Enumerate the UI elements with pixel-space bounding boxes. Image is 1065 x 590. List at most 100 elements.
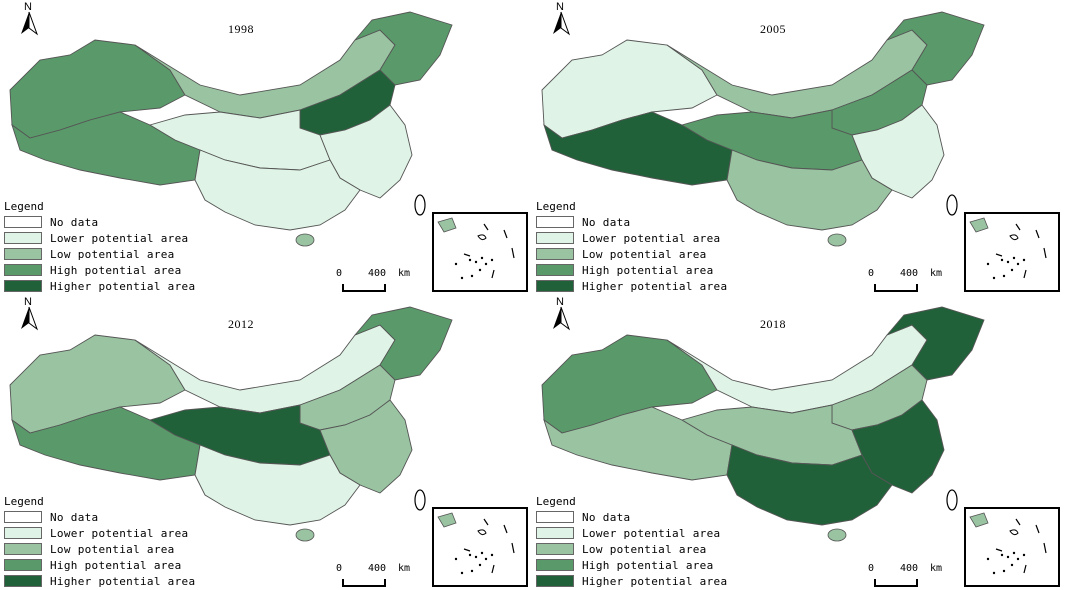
legend-item: Higher potential area [536, 278, 776, 294]
legend-swatch [4, 280, 42, 292]
region-east [851, 104, 945, 199]
legend-swatch [536, 280, 574, 292]
north-letter: N [24, 296, 32, 308]
scale-distance: 400 [900, 268, 919, 279]
legend-swatch [536, 575, 574, 587]
scale-zero: 0 [868, 268, 875, 279]
region-east [319, 104, 413, 199]
legend-item: High potential area [4, 262, 244, 278]
hainan-island [295, 528, 315, 542]
north-letter: N [556, 1, 564, 13]
legend-item: Higher potential area [4, 573, 244, 589]
legend-title: Legend [536, 495, 576, 508]
legend-label: Higher potential area [582, 279, 728, 293]
legend-item: High potential area [536, 557, 776, 573]
legend-label: Low potential area [50, 542, 175, 556]
legend-label: No data [50, 215, 99, 229]
inset-islands [969, 217, 1047, 280]
scale-line [874, 579, 918, 587]
scale-zero: 0 [336, 268, 343, 279]
legend-label: High potential area [50, 263, 182, 277]
legend-item: No data [4, 509, 244, 525]
region-northeast [354, 306, 453, 381]
region-east [319, 399, 413, 494]
map-panel-1998: N 1998 Legend No data Lower potential are… [0, 0, 532, 295]
map-panel-2012: N 2012 Legend No data Lower potential are… [0, 295, 532, 590]
inset-islands [437, 512, 515, 575]
region-northeast [886, 306, 985, 381]
hainan-island [827, 233, 847, 247]
north-arrow-icon [21, 11, 39, 36]
legend-item: Low potential area [4, 246, 244, 262]
legend-swatch [536, 216, 574, 228]
region-south [726, 444, 893, 526]
legend-title: Legend [4, 200, 44, 213]
legend-swatch [4, 264, 42, 276]
legend-swatch [536, 559, 574, 571]
legend-swatch [536, 232, 574, 244]
taiwan-island [414, 194, 426, 216]
scale-unit: km [398, 563, 411, 574]
south-china-sea-inset [964, 212, 1060, 292]
legend-label: No data [50, 510, 99, 524]
china-map [541, 11, 985, 247]
map-panel-2018: N 2018 Legend No data Lower potential are… [532, 295, 1064, 590]
legend-swatch [4, 575, 42, 587]
north-arrow: N [550, 296, 572, 331]
legend-swatch [536, 248, 574, 260]
north-arrow-icon [553, 306, 571, 331]
taiwan-island [946, 489, 958, 511]
legend-label: Higher potential area [50, 279, 196, 293]
legend-item: Low potential area [536, 541, 776, 557]
region-south [194, 444, 361, 526]
legend-label: High potential area [582, 263, 714, 277]
legend-swatch [4, 216, 42, 228]
scale-line [342, 579, 386, 587]
map-year-title: 1998 [228, 22, 254, 36]
legend-swatch [4, 527, 42, 539]
scale-bar: 0 400 km [868, 563, 958, 587]
legend-item: High potential area [536, 262, 776, 278]
region-south [726, 149, 893, 231]
legend-label: Lower potential area [50, 526, 189, 540]
hainan-island [827, 528, 847, 542]
legend-swatch [4, 559, 42, 571]
legend-swatch [536, 264, 574, 276]
scale-bar: 0 400 km [336, 268, 426, 292]
legend-swatch [4, 543, 42, 555]
scale-bar: 0 400 km [868, 268, 958, 292]
scale-zero: 0 [868, 563, 875, 574]
region-northeast [886, 11, 985, 86]
legend-label: Lower potential area [582, 526, 721, 540]
map-year-title: 2012 [228, 317, 254, 331]
legend-label: Lower potential area [50, 231, 189, 245]
north-arrow-icon [21, 306, 39, 331]
legend-item: Lower potential area [536, 230, 776, 246]
north-arrow: N [18, 1, 40, 36]
legend: Legend No data Lower potential area Low po… [536, 200, 776, 294]
legend-swatch [536, 527, 574, 539]
inset-islands [437, 217, 515, 280]
north-arrow: N [18, 296, 40, 331]
legend-swatch [4, 232, 42, 244]
legend-label: Low potential area [582, 542, 707, 556]
legend-swatch [536, 511, 574, 523]
legend-label: Lower potential area [582, 231, 721, 245]
legend-label: No data [582, 510, 631, 524]
legend-item: No data [536, 509, 776, 525]
legend-label: Higher potential area [50, 574, 196, 588]
legend-item: Lower potential area [4, 525, 244, 541]
inset-islands [969, 512, 1047, 575]
scale-unit: km [930, 563, 943, 574]
map-panel-2005: N 2005 Legend No data Lower potential are… [532, 0, 1064, 295]
legend-label: Low potential area [50, 247, 175, 261]
scale-distance: 400 [900, 563, 919, 574]
legend-swatch [4, 511, 42, 523]
legend-item: Low potential area [4, 541, 244, 557]
legend-label: Higher potential area [582, 574, 728, 588]
taiwan-island [946, 194, 958, 216]
north-letter: N [556, 296, 564, 308]
legend-item: Higher potential area [4, 278, 244, 294]
legend-label: High potential area [582, 558, 714, 572]
scale-distance: 400 [368, 563, 387, 574]
